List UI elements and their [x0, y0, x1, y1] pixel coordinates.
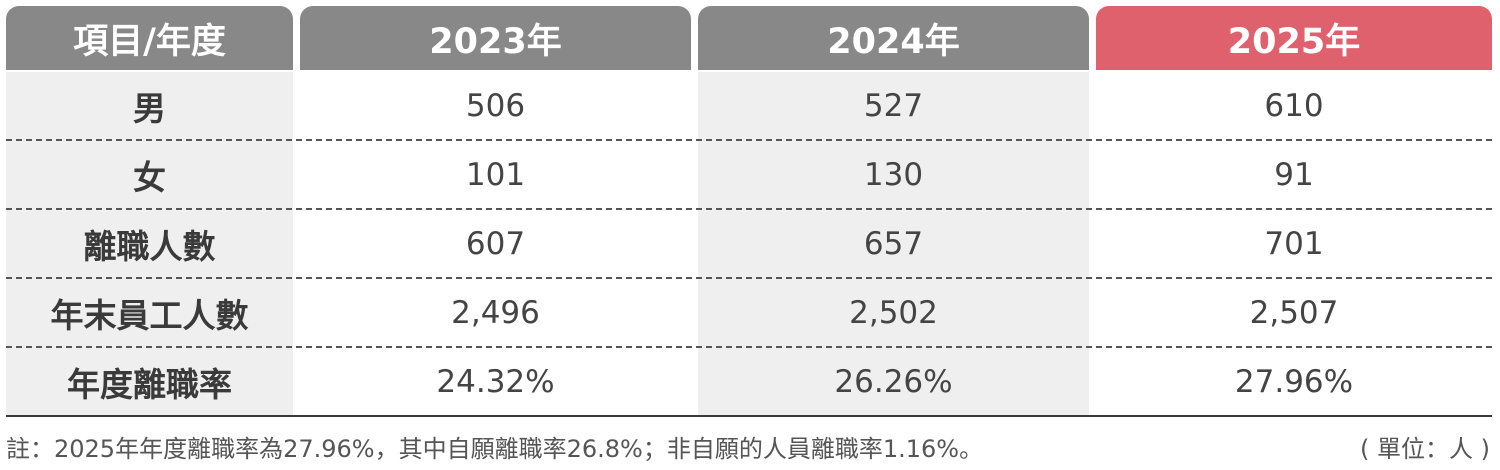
row-label: 離職人數 [83, 227, 216, 266]
row-label: 男 [133, 89, 166, 128]
row-label: 女 [133, 158, 166, 197]
unit-note: ( 單位：人 ) [1360, 434, 1490, 463]
year-2024-column-shade [698, 72, 1089, 415]
header-year-2023: 2023年 [300, 6, 691, 70]
cell-2023: 506 [465, 88, 526, 124]
cell-2024: 2,502 [849, 295, 938, 331]
label-column-shade [6, 72, 293, 415]
cell-2025: 91 [1274, 157, 1314, 193]
cell-2024: 657 [863, 226, 924, 262]
header-year-2025: 2025年 [1096, 6, 1492, 70]
cell-2024: 527 [863, 88, 924, 124]
footnote: 註：2025年年度離職率為27.96%，其中自願離職率26.8%；非自願的人員離… [6, 434, 984, 463]
header-year-2024: 2024年 [698, 6, 1089, 70]
cell-2025: 27.96% [1234, 364, 1354, 400]
table-row: 年末員工人數 2,496 2,502 2,507 [6, 279, 1492, 348]
header-item-year: 項目/年度 [6, 6, 293, 70]
table-row: 男 506 527 610 [6, 72, 1492, 141]
cell-2025: 701 [1264, 226, 1324, 262]
table-row: 女 101 130 91 [6, 141, 1492, 210]
cell-2024: 26.26% [834, 364, 953, 400]
cell-2025: 610 [1264, 88, 1324, 124]
cell-2023: 2,496 [451, 295, 540, 331]
table-row: 離職人數 607 657 701 [6, 210, 1492, 279]
row-label: 年度離職率 [67, 365, 232, 404]
table-bottom-rule [6, 415, 1492, 417]
cell-2023: 101 [465, 157, 526, 193]
cell-2023: 607 [465, 226, 526, 262]
cell-2025: 2,507 [1249, 295, 1339, 331]
cell-2023: 24.32% [436, 364, 555, 400]
cell-2024: 130 [863, 157, 924, 193]
row-label: 年末員工人數 [50, 296, 249, 335]
table-row: 年度離職率 24.32% 26.26% 27.96% [6, 348, 1492, 416]
